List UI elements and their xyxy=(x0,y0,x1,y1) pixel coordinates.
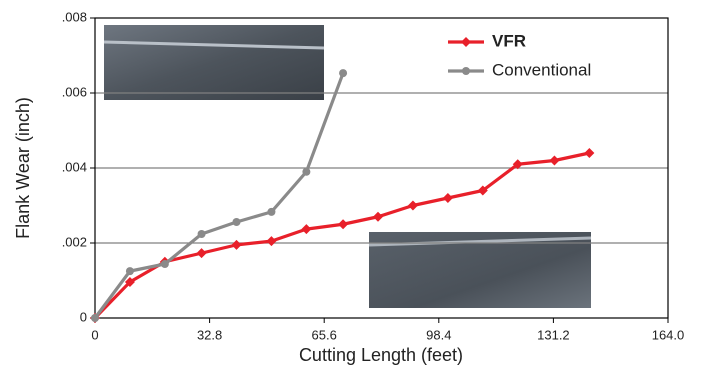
x-tick-label: 131.2 xyxy=(537,327,570,342)
plot-frame xyxy=(94,17,669,319)
y-tick-label: .004 xyxy=(62,159,87,174)
legend-marker xyxy=(461,37,471,47)
point xyxy=(91,314,99,322)
point xyxy=(407,200,418,211)
x-tick-label: 164.0 xyxy=(652,327,685,342)
photo-edge xyxy=(368,236,592,247)
series-line xyxy=(93,72,345,319)
y-tick-label: .008 xyxy=(62,9,87,24)
point xyxy=(231,239,242,250)
point xyxy=(301,224,312,235)
point xyxy=(266,236,277,247)
point xyxy=(160,260,169,268)
point xyxy=(584,148,595,158)
x-axis-title: Cutting Length (feet) xyxy=(299,345,463,365)
legend-label: Conventional xyxy=(492,60,591,79)
legend-marker xyxy=(462,67,470,75)
x-tick-label: 98.4 xyxy=(426,327,451,342)
point xyxy=(373,211,384,222)
y-tick-label: .006 xyxy=(62,84,87,99)
y-axis-title: Flank Wear (inch) xyxy=(13,97,33,239)
point xyxy=(124,277,135,287)
point xyxy=(442,193,453,203)
legend-label: VFR xyxy=(492,31,526,50)
x-tick-label: 32.8 xyxy=(197,327,222,342)
y-tick-label: 0 xyxy=(80,309,87,324)
point xyxy=(549,155,560,166)
point xyxy=(477,185,488,196)
point xyxy=(232,218,241,226)
point xyxy=(338,219,349,230)
point xyxy=(197,230,206,238)
point xyxy=(512,159,523,170)
point xyxy=(196,248,207,259)
x-tick-label: 0 xyxy=(91,327,98,342)
point xyxy=(125,267,134,276)
y-tick-label: .002 xyxy=(62,234,87,249)
photo-edge xyxy=(103,40,325,50)
point xyxy=(267,207,276,216)
photo-inset xyxy=(104,25,324,100)
x-tick-label: 65.6 xyxy=(312,327,337,342)
point xyxy=(302,167,311,176)
point xyxy=(339,69,348,78)
